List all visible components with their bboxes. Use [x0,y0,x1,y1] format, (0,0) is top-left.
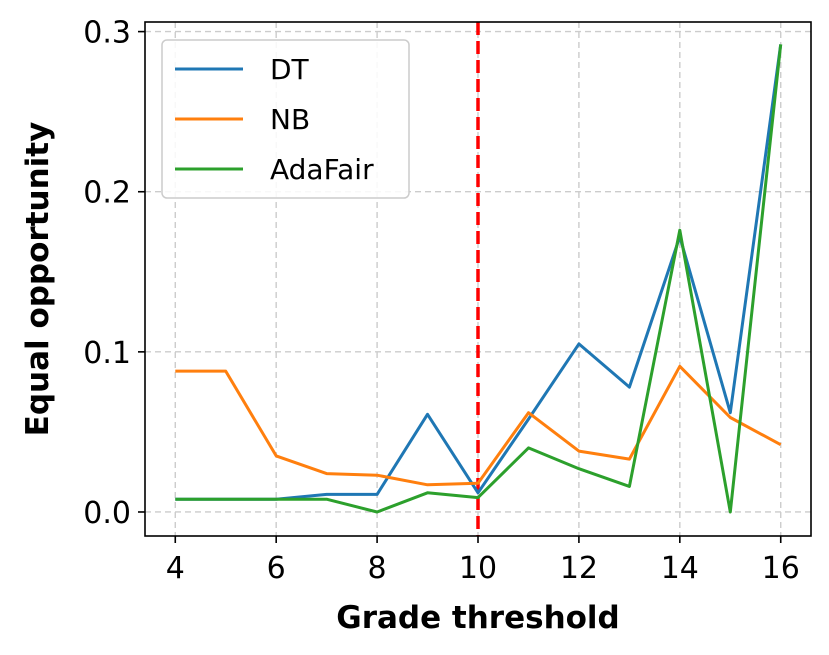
y-tick-label: 0.3 [83,16,131,51]
x-tick-label: 8 [368,551,387,586]
legend: DT NB AdaFair [161,39,410,199]
axis-ticks: 4 6 8 10 12 14 16 0.0 0.1 0.2 0.3 [83,16,800,586]
x-tick-label: 6 [267,551,286,586]
x-tick-label: 10 [459,551,497,586]
y-tick-label: 0.0 [83,496,131,531]
legend-label: AdaFair [270,153,374,186]
y-tick-label: 0.1 [83,336,131,371]
x-tick-label: 14 [661,551,699,586]
legend-label: NB [270,103,310,136]
y-axis-label: Equal opportunity [20,122,56,437]
series-layer [175,44,783,514]
x-tick-label: 12 [560,551,598,586]
x-tick-label: 16 [762,551,800,586]
series-line-nb [175,364,782,487]
x-tick-label: 4 [166,551,185,586]
x-axis-label: Grade threshold [336,600,620,636]
series-line-adafair [175,44,783,514]
legend-box [161,39,410,199]
y-tick-label: 0.2 [83,176,131,211]
legend-label: DT [270,53,310,86]
